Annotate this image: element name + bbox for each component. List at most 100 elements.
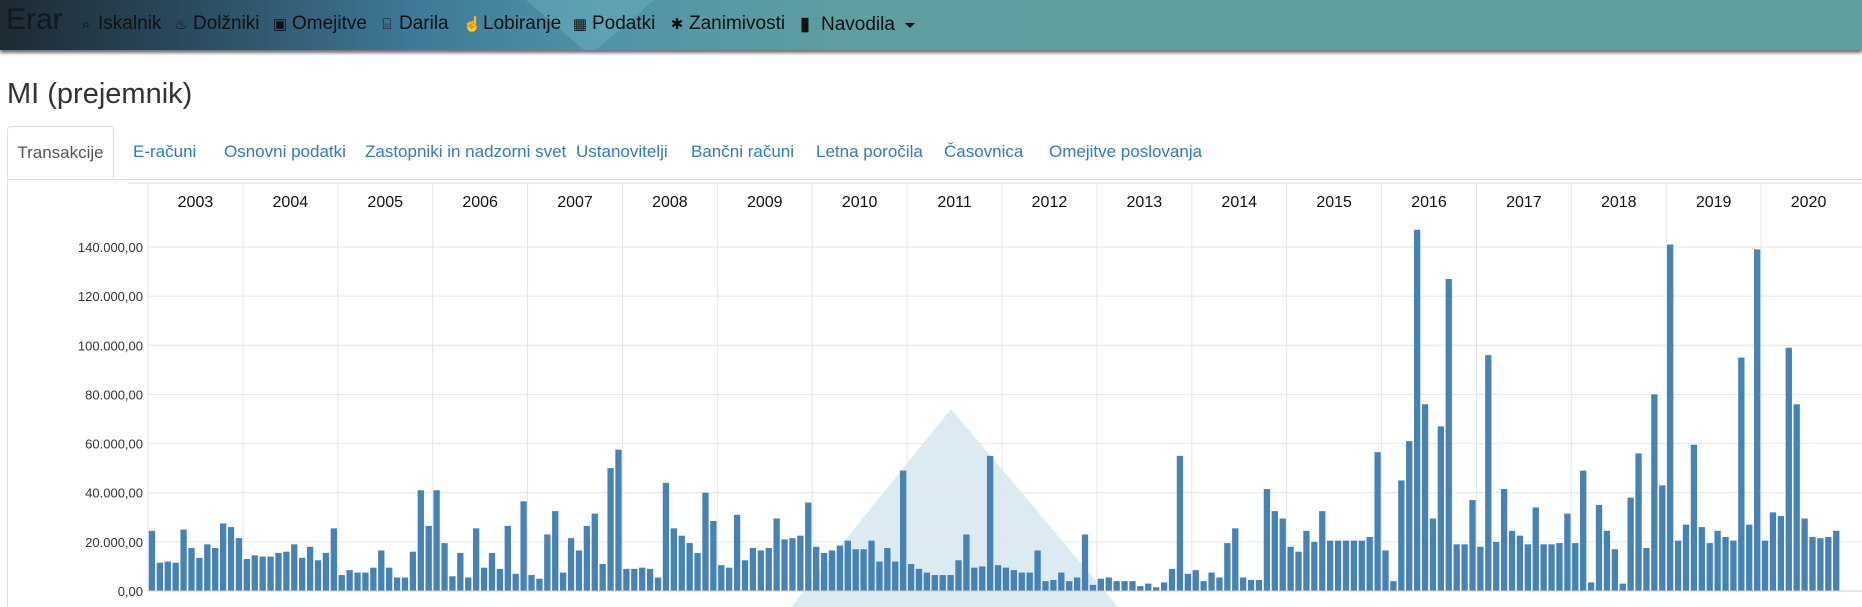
y-tick-label: 140.000,00 [78,240,143,255]
book-icon: ▮ [799,14,811,35]
chart-bar [362,572,369,591]
chart-bar [457,552,464,591]
chart-bar [441,543,448,591]
chart-bar [749,548,757,591]
chart-bar [480,567,488,591]
chart-bar [512,573,519,591]
page-title: MI (prejemnik) [7,78,193,110]
chart-bar [1287,546,1294,591]
x-year-label: 2003 [178,194,214,211]
chart-bar [1184,573,1191,591]
chart-bar [552,511,559,591]
chart-bar [1817,538,1824,591]
x-year-label: 2014 [1221,194,1257,211]
chart-bar [646,568,654,591]
chart-bar [797,535,804,591]
tab-ustanovitelji[interactable]: Ustanovitelji [576,142,668,161]
chart-bar [1121,581,1128,591]
chart-bar [1334,540,1342,591]
chart-bar [710,520,717,591]
chart-bar [196,557,203,591]
chart-bar [1263,489,1271,591]
chart-bar [1319,511,1326,591]
nav-podatki[interactable]: ▦ Podatki [572,13,655,35]
x-year-label: 2012 [1032,194,1068,211]
chart-bar [1374,452,1381,591]
chart-bar [1145,583,1152,591]
y-tick-label: 0,00 [118,584,143,599]
chart-bar [639,567,646,591]
chart-bar [1398,480,1405,591]
chart-bar [1279,518,1286,591]
chart-bar [1564,513,1571,591]
chart-bar [1429,518,1437,591]
chart-bar [291,544,298,591]
chart-bar [330,528,337,591]
chart-bar [1730,540,1737,591]
chart-bar [401,577,409,591]
nav-label: Zanimivosti [689,13,786,34]
chart-bar [306,546,314,591]
y-tick-label: 120.000,00 [78,289,143,304]
nav-dolzniki[interactable]: ♨ Dolžniki [173,13,259,35]
chart-bar [1216,577,1223,591]
chart-bar [1445,278,1452,591]
nav-iskalnik[interactable]: ⌕ Iskalnik [78,13,162,35]
chart-bar [1066,581,1073,591]
chart-bar [164,561,171,591]
chart-bar [1754,249,1761,591]
nav-zanimivosti[interactable]: ✱ Zanimivosti [669,13,785,35]
tab-omejitve-poslovanja[interactable]: Omejitve poslovanja [1049,142,1203,161]
chart-bar [433,490,440,591]
chart-bar [267,556,274,591]
tab-osnovni-podatki[interactable]: Osnovni podatki [224,142,346,161]
chart-bar [1406,441,1413,591]
chart-bar [931,575,938,591]
chart-bar [1010,570,1018,591]
x-year-label: 2007 [557,194,593,211]
nav-lobiranje[interactable]: ☝ Lobiranje [463,13,561,35]
nav-omejitve[interactable]: ▣ Omejitve [272,13,367,35]
chart-bar [1611,549,1618,591]
tab-transakcije[interactable]: Transakcije [7,126,114,179]
chart-bar [955,560,962,591]
chart-bar [1200,581,1207,591]
chart-bar [1453,544,1460,591]
chart-bar [915,568,923,591]
chart-bar [1643,548,1650,591]
tab-letna-porocila[interactable]: Letna poročila [816,142,923,161]
chart-bar [346,570,353,591]
chart-bar [654,577,662,591]
chart-bar [1698,527,1705,591]
chart-bar [1587,582,1595,591]
chart-bar [1255,579,1263,591]
tab-e-racuni[interactable]: E-računi [133,142,197,161]
tab-zastopniki[interactable]: Zastopniki in nadzorni svet [365,142,567,161]
brand-logo[interactable]: Erar [6,3,63,36]
nav-label: Omejitve [292,13,367,34]
chart-bar [1176,455,1184,591]
chart-bar [1081,534,1089,591]
tab-bancni-racuni[interactable]: Bančni računi [691,142,795,161]
chart-bar [591,513,598,591]
chart-bar [726,567,733,591]
chart-bar [1682,524,1690,591]
chart-bar [1500,489,1508,591]
chart-bar [1295,551,1302,591]
chart-bar [1722,536,1729,591]
chart-bar [520,501,527,591]
chart-bar [544,534,551,591]
chart-bar [243,559,250,591]
chart-bar [496,568,504,591]
tab-casovnica[interactable]: Časovnica [944,142,1024,161]
nav-darila[interactable]: ⌸ Darila [379,13,448,35]
chart-bar [1303,530,1310,591]
x-year-label: 2017 [1506,194,1542,211]
nav-navodila-dropdown[interactable]: ▮ Navodila [797,13,915,36]
x-year-label: 2009 [747,194,783,211]
chart-bar [844,540,851,591]
chart-bar [338,575,345,591]
chart-bar [1603,530,1611,591]
chart-bar [1042,581,1049,591]
chart-bar [1390,581,1397,591]
